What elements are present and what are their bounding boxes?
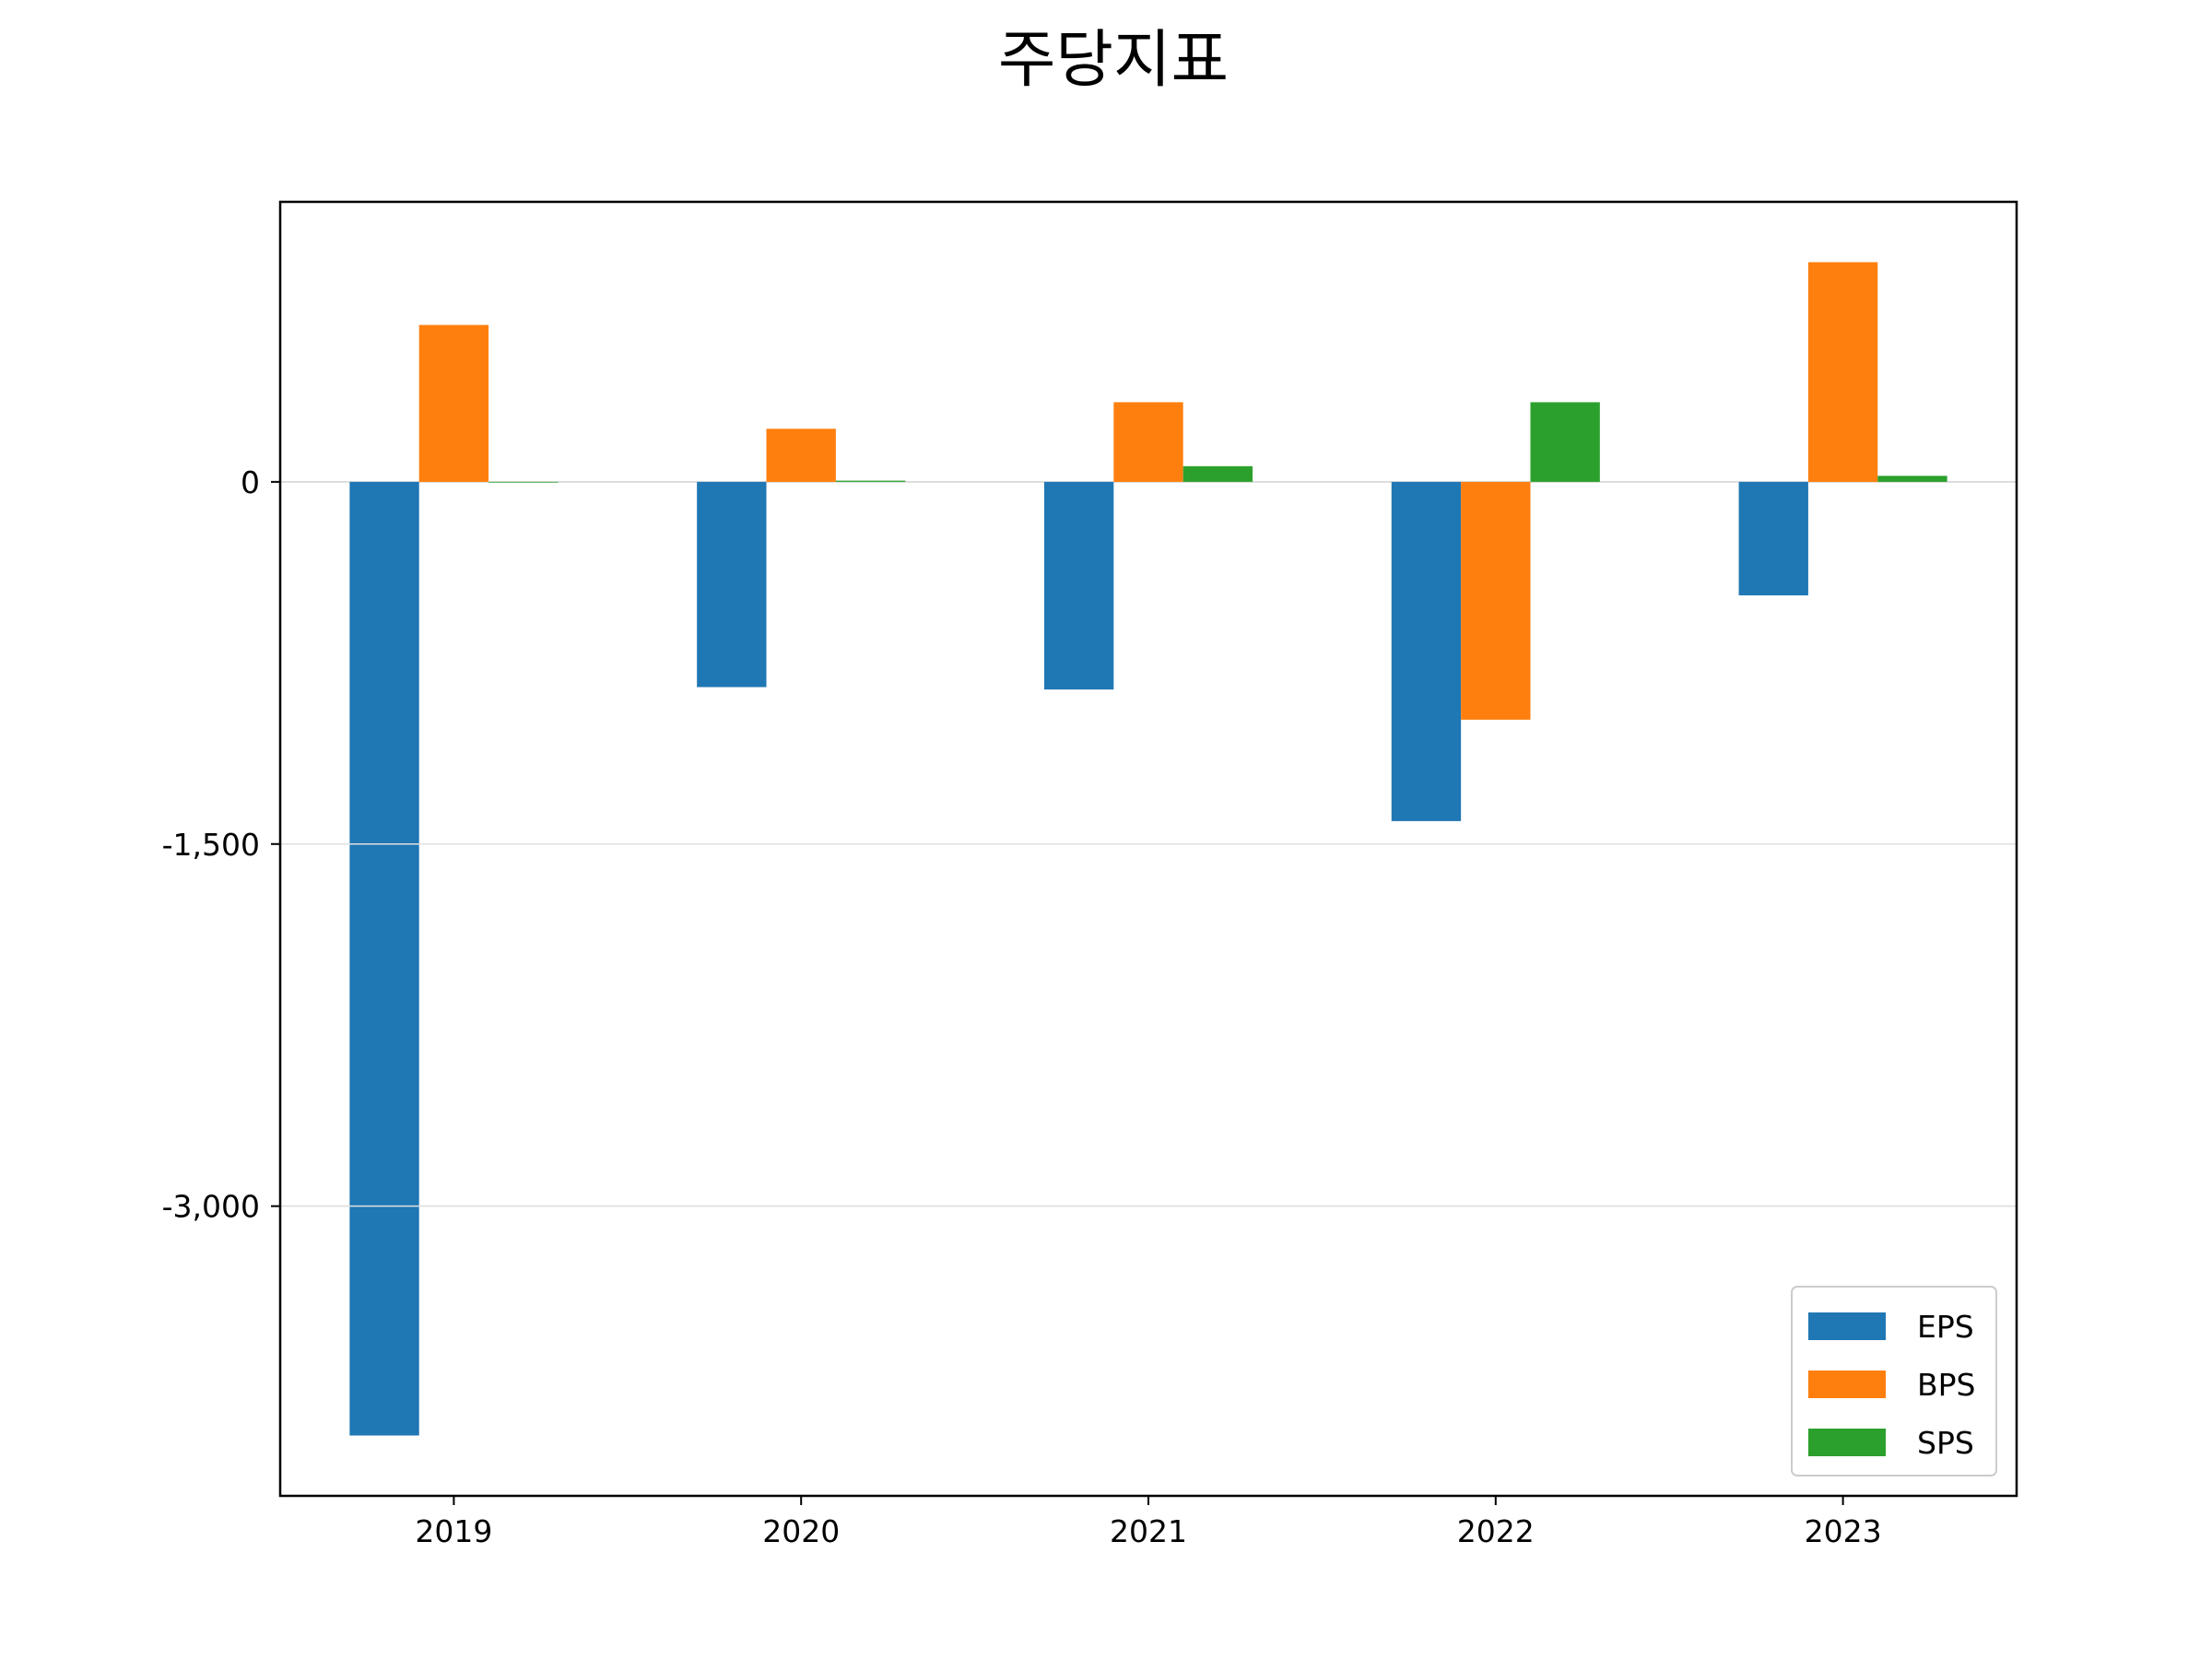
bar-sps-2023	[1877, 476, 1947, 482]
bar-sps-2020	[835, 480, 906, 482]
legend-swatch-bps	[1808, 1371, 1886, 1398]
x-tick-label: 2020	[762, 1513, 840, 1549]
legend: EPS BPS SPS	[1791, 1286, 1997, 1477]
y-tick-label: -1,500	[162, 827, 260, 863]
bar-sps-2022	[1530, 402, 1600, 482]
legend-swatch-eps	[1808, 1312, 1886, 1340]
bar-eps-2022	[1391, 481, 1462, 821]
bar-eps-2020	[697, 481, 767, 688]
y-tick-label: -3,000	[162, 1189, 260, 1225]
bar-eps-2019	[349, 481, 419, 1436]
legend-swatch-sps	[1808, 1429, 1886, 1456]
x-tick-label: 2019	[415, 1513, 492, 1549]
legend-label-sps: SPS	[1917, 1425, 1974, 1461]
bar-sps-2019	[488, 481, 559, 483]
axes-layer: 0 -1,500 -3,000 2019 2020 2021 2022 2023	[162, 200, 2018, 1549]
bar-bps-2023	[1807, 262, 1878, 482]
legend-label-bps: BPS	[1917, 1367, 1976, 1403]
chart-title: 주당지표	[998, 24, 1229, 97]
bar-bps-2019	[418, 324, 489, 482]
legend-label-eps: EPS	[1917, 1309, 1974, 1345]
bar-bps-2020	[766, 429, 836, 482]
bar-eps-2021	[1043, 481, 1114, 690]
bar-bps-2021	[1113, 402, 1183, 482]
bar-sps-2021	[1182, 465, 1253, 482]
plot-area	[280, 202, 2017, 1496]
axes-frame	[278, 200, 2018, 1498]
bar-bps-2022	[1461, 481, 1531, 720]
y-tick-label: 0	[241, 465, 260, 500]
grid-layer	[280, 202, 2017, 1496]
bar-eps-2023	[1738, 481, 1808, 595]
x-tick-label: 2022	[1457, 1513, 1535, 1549]
x-tick-label: 2023	[1805, 1513, 1882, 1549]
x-tick-label: 2021	[1110, 1513, 1187, 1549]
bars-layer	[280, 262, 2017, 1436]
